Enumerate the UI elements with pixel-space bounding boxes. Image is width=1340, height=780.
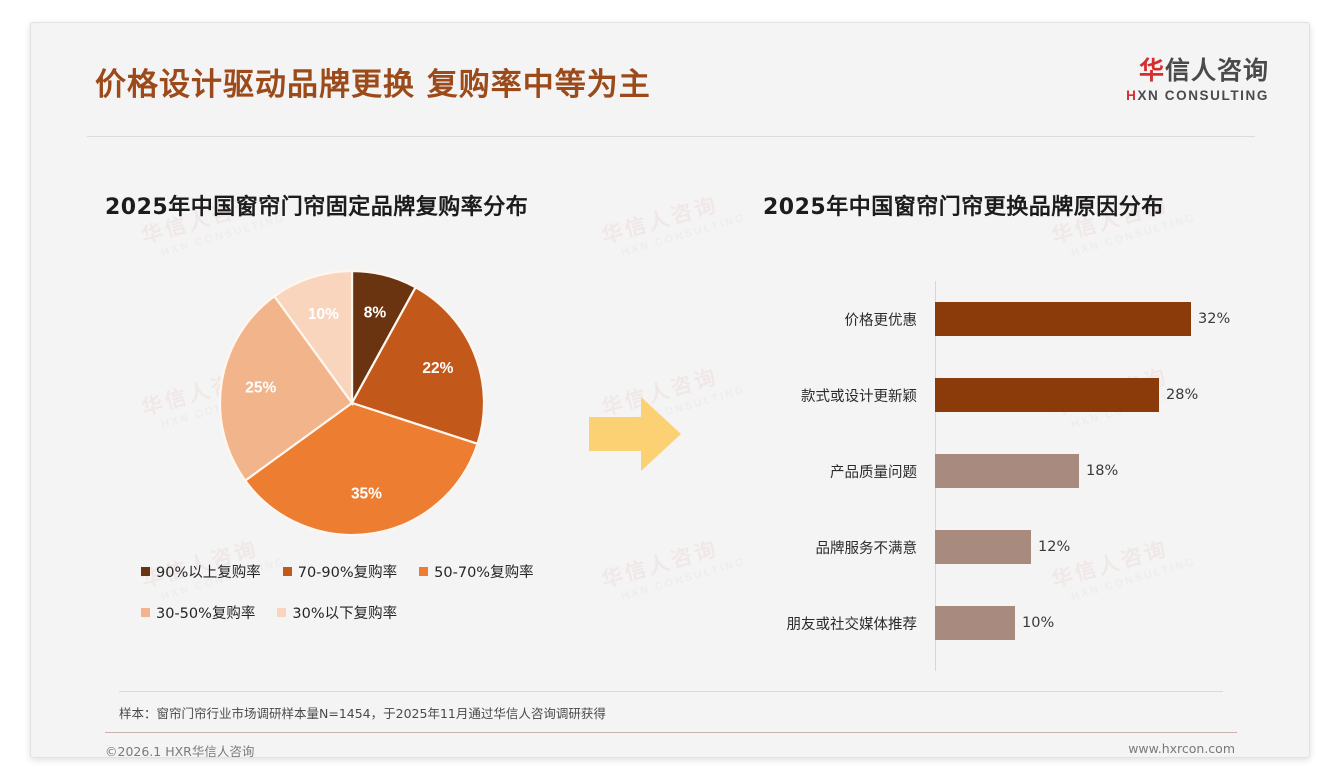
logo-cn-gray: 信人咨询 <box>1164 56 1269 85</box>
logo-en-red: H <box>1126 88 1138 103</box>
pie-legend-label: 30%以下复购率 <box>292 606 398 622</box>
pie-legend-row: 30-50%复购率 30%以下复购率 <box>141 602 591 623</box>
bar-fill[interactable] <box>935 606 1015 640</box>
bar-fill[interactable] <box>935 378 1159 412</box>
pie-slice <box>243 401 479 537</box>
pie-legend-row: 90%以上复购率 70-90%复购率 50-70%复购率 <box>141 561 591 582</box>
bar-chart-title: 2025年中国窗帘门帘更换品牌原因分布 <box>763 195 1164 220</box>
watermark-chinese: 华信人咨询 <box>599 193 721 249</box>
watermark-english: HXN CONSULTING <box>619 211 748 260</box>
legend-swatch-icon <box>141 608 150 617</box>
copyright-text: ©2026.1 HXR华信人咨询 <box>105 744 255 758</box>
bar-category-label: 价格更优惠 <box>844 312 918 329</box>
legend-swatch-icon <box>277 608 287 617</box>
legend-swatch-icon <box>282 567 292 576</box>
pie-slice-label: 10% <box>308 306 339 323</box>
pie-chart-svg: 8% 22% 35% 25% 10% <box>218 269 486 537</box>
pie-legend: 90%以上复购率 70-90%复购率 50-70%复购率 30-50%复购率 30%以… <box>141 561 591 643</box>
bar-fill[interactable] <box>935 302 1191 336</box>
right-arrow-icon <box>589 397 681 471</box>
bar-chart-row[interactable]: 款式或设计更新颖 28% <box>731 377 1271 413</box>
legend-swatch-icon <box>419 567 429 576</box>
pie-legend-label: 90%以上复购率 <box>156 565 261 581</box>
bar-category-label: 朋友或社交媒体推荐 <box>786 616 918 633</box>
legend-swatch-icon <box>141 567 150 576</box>
pie-legend-item[interactable]: 70-90%复购率 <box>282 561 398 582</box>
brand-logo: 华信人咨询 HXN CONSULTING <box>1126 57 1269 104</box>
pie-slice <box>350 285 486 446</box>
bar-value-label: 18% <box>1086 463 1119 479</box>
header-divider <box>87 136 1255 137</box>
pie-legend-item[interactable]: 90%以上复购率 <box>141 561 261 582</box>
pie-slice-label: 25% <box>245 380 276 397</box>
watermark-english: HXN CONSULTING <box>619 555 748 604</box>
pie-legend-label: 70-90%复购率 <box>297 565 398 581</box>
pie-slice-label: 8% <box>364 305 387 322</box>
slide-canvas: 华信人咨询 HXN CONSULTING 华信人咨询 HXN CONSULTING 华信… <box>30 22 1310 758</box>
pie-legend-label: 50-70%复购率 <box>434 565 534 581</box>
flow-arrow <box>579 391 689 482</box>
logo-cn-red: 华 <box>1138 56 1165 85</box>
pie-chart: 8% 22% 35% 25% 10% <box>217 268 487 538</box>
footnote-text: 样本：窗帘门帘行业市场调研样本量N=1454，于2025年11月通过华信人咨询调… <box>119 706 606 721</box>
bar-chart-row[interactable]: 价格更优惠 32% <box>731 301 1271 337</box>
bar-chart-row[interactable]: 朋友或社交媒体推荐 10% <box>731 605 1271 641</box>
logo-en-gray: XN CONSULTING <box>1137 88 1269 103</box>
logo-chinese: 华信人咨询 <box>1126 57 1269 85</box>
pie-legend-item[interactable]: 30-50%复购率 <box>141 602 255 623</box>
pie-legend-item[interactable]: 50-70%复购率 <box>419 561 534 582</box>
bottom-divider <box>105 732 1237 733</box>
bar-category-label: 产品质量问题 <box>830 464 917 481</box>
bar-chart-row[interactable]: 产品质量问题 18% <box>731 453 1271 489</box>
pie-slice-label: 35% <box>351 485 382 502</box>
page-title: 价格设计驱动品牌更换 复购率中等为主 <box>95 67 651 103</box>
slide-header: 价格设计驱动品牌更换 复购率中等为主 <box>31 23 1309 131</box>
pie-legend-item[interactable]: 30%以下复购率 <box>277 602 397 623</box>
bar-value-label: 28% <box>1166 387 1199 403</box>
bar-category-label: 款式或设计更新颖 <box>801 388 917 405</box>
pie-slice <box>272 269 354 407</box>
bar-fill[interactable] <box>935 454 1079 488</box>
bar-value-label: 10% <box>1022 615 1055 631</box>
website-text: www.hxrcon.com <box>1128 741 1235 756</box>
logo-english: HXN CONSULTING <box>1126 88 1269 103</box>
pie-slice-label: 22% <box>422 360 453 377</box>
pie-slice <box>218 294 354 483</box>
watermark-chinese: 华信人咨询 <box>599 537 721 593</box>
bar-chart: 价格更优惠 32% 款式或设计更新颖 28% 产品质量问题 18% 品牌服务不满意 12% 朋友… <box>731 281 1271 671</box>
bar-fill[interactable] <box>935 530 1031 564</box>
bar-category-label: 品牌服务不满意 <box>815 540 918 557</box>
bar-chart-row[interactable]: 品牌服务不满意 12% <box>731 529 1271 565</box>
footnote-divider <box>119 691 1223 692</box>
pie-chart-title: 2025年中国窗帘门帘固定品牌复购率分布 <box>105 195 529 220</box>
bar-value-label: 12% <box>1038 539 1071 555</box>
pie-legend-label: 30-50%复购率 <box>156 606 256 622</box>
arrow-shape <box>589 397 681 471</box>
bar-value-label: 32% <box>1198 311 1231 327</box>
